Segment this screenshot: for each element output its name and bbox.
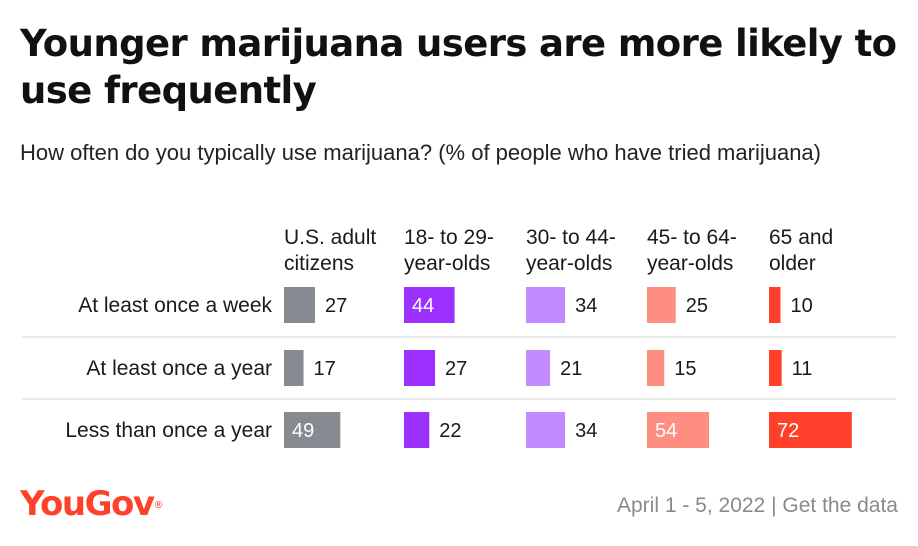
column-header-line: 30- to 44- xyxy=(526,226,616,249)
data-label: 72 xyxy=(777,420,799,442)
registered-mark: ® xyxy=(153,500,164,511)
data-label: 15 xyxy=(674,358,696,380)
chart-title: Younger marijuana users are more likely … xyxy=(20,22,897,112)
data-label: 49 xyxy=(292,420,314,442)
footer-date: April 1 - 5, 2022 xyxy=(616,494,766,517)
data-label: 44 xyxy=(412,295,434,317)
get-the-data-link[interactable]: Get the data xyxy=(782,494,898,517)
bar xyxy=(284,350,304,386)
column-header: 18- to 29- year-olds xyxy=(404,226,494,275)
bar xyxy=(404,350,436,386)
data-label: 11 xyxy=(792,358,813,380)
data-label: 10 xyxy=(791,295,813,317)
column-header: 65 and older xyxy=(769,226,833,275)
bar xyxy=(526,287,566,323)
column-header: 30- to 44- year-olds xyxy=(526,226,616,275)
data-label: 34 xyxy=(575,295,597,317)
row-label: Less than once a year xyxy=(65,419,272,442)
bar xyxy=(647,287,676,323)
data-label: 21 xyxy=(560,358,582,380)
data-label: 25 xyxy=(686,295,708,317)
bar xyxy=(404,287,455,323)
bar xyxy=(526,350,551,386)
column-header-line: citizens xyxy=(284,252,354,275)
column-header-line: 45- to 64- xyxy=(647,226,737,249)
column-header-line: older xyxy=(769,252,816,275)
chart-subtitle: How often do you typically use marijuana… xyxy=(20,140,821,165)
data-label: 27 xyxy=(325,295,347,317)
column-header: U.S. adult citizens xyxy=(284,226,376,275)
row-label: At least once a week xyxy=(78,294,272,317)
data-label: 17 xyxy=(314,358,336,380)
bar xyxy=(647,350,665,386)
data-label: 34 xyxy=(575,420,597,442)
bar xyxy=(404,412,430,448)
column-header-line: year-olds xyxy=(404,252,490,275)
column-header-line: U.S. adult xyxy=(284,226,376,249)
column-header-line: year-olds xyxy=(647,252,733,275)
row-label: At least once a year xyxy=(86,357,272,380)
data-label: 27 xyxy=(445,358,467,380)
bar xyxy=(284,412,341,448)
bar xyxy=(769,287,781,323)
bar xyxy=(526,412,566,448)
data-label: 54 xyxy=(655,420,677,442)
column-header: 45- to 64- year-olds xyxy=(647,226,737,275)
bar xyxy=(647,412,710,448)
column-header-line: 18- to 29- xyxy=(404,226,494,249)
footer-separator: | xyxy=(771,494,777,517)
footer: April 1 - 5, 2022 | Get the data xyxy=(617,494,898,518)
logo-text: YouGov xyxy=(20,484,155,524)
bar xyxy=(284,287,316,323)
data-label: 22 xyxy=(439,420,461,442)
column-header-line: 65 and xyxy=(769,226,833,249)
bar xyxy=(769,350,782,386)
yougov-logo[interactable]: YouGov® xyxy=(20,484,164,524)
column-header-line: year-olds xyxy=(526,252,612,275)
bar xyxy=(769,412,852,448)
